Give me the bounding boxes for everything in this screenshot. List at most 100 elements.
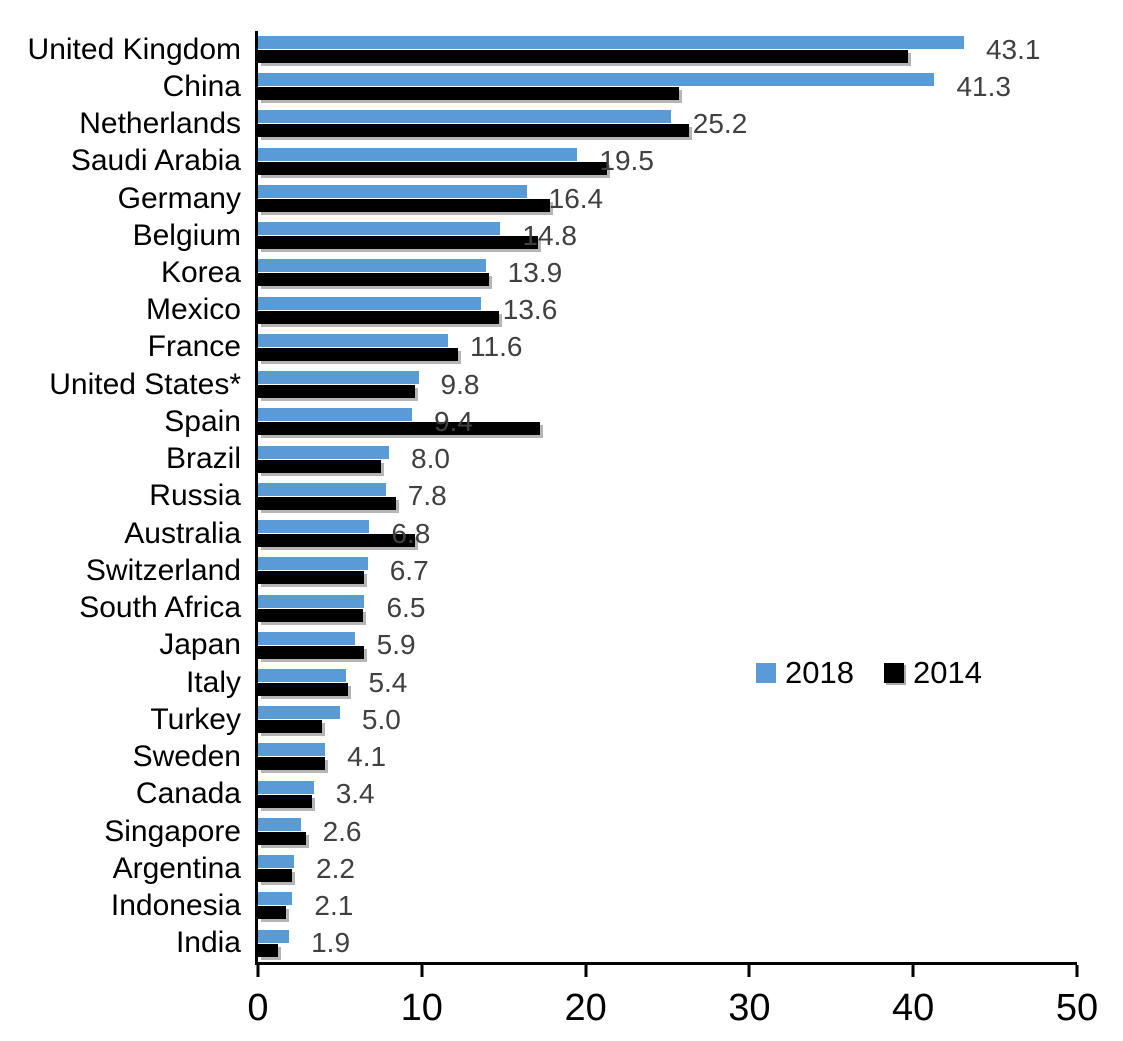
x-axis-tick: [420, 965, 424, 977]
bar-row: Mexico 13.6: [146, 292, 1077, 329]
value-label: 2.1: [314, 890, 354, 921]
value-label: 2.6: [322, 815, 362, 847]
bar-row: France 11.6: [148, 329, 1077, 366]
bar-row: Switzerland 6.7: [86, 552, 1077, 589]
bar-2014: [258, 608, 363, 622]
bar-2014: [258, 682, 349, 696]
legend: 2018 2014: [756, 657, 982, 688]
value-label: 41.3: [956, 70, 1011, 102]
bar-row: United States* 9.8: [49, 366, 1077, 403]
bar-2014: [258, 496, 396, 510]
category-label: Argentina: [112, 851, 241, 885]
category-label: Germany: [117, 181, 241, 215]
value-label: 13.6: [502, 294, 558, 326]
category-label: Japan: [159, 628, 241, 662]
plot-area: United Kingdom 43.1 China 41.3 Netherlands 25…: [28, 31, 1098, 1027]
bar-2014: [258, 87, 679, 101]
bar-2018: [258, 668, 347, 682]
legend-swatch-2014-icon: [883, 662, 904, 683]
value-label: 7.8: [407, 480, 447, 512]
bar-row: China 41.3: [163, 68, 1077, 105]
bar-row: Indonesia 2.1: [111, 887, 1077, 924]
category-label: Switzerland: [85, 553, 241, 587]
bar-row: Belgium 14.8: [133, 217, 1077, 254]
bar-row: Singapore 2.6: [104, 813, 1077, 850]
bar-2018: [258, 482, 386, 496]
bar-2014: [258, 869, 293, 883]
bar-2018: [258, 817, 301, 831]
bar-2014: [258, 236, 539, 250]
category-label: Brazil: [165, 442, 241, 476]
bar-2014: [258, 720, 322, 734]
category-label: Singapore: [104, 814, 241, 848]
category-label: United Kingdom: [27, 32, 241, 66]
x-axis-tick: [911, 965, 915, 977]
value-label: 5.0: [361, 703, 401, 735]
value-label: 16.4: [548, 182, 604, 214]
x-axis-tick-label: 10: [400, 987, 443, 1029]
bar-2014: [258, 50, 909, 63]
bar-2018: [258, 408, 412, 422]
category-label: Turkey: [150, 702, 241, 736]
value-label: 2.2: [316, 852, 355, 884]
bar-2018: [258, 445, 390, 459]
value-label: 3.4: [335, 778, 375, 810]
value-label: 9.4: [433, 405, 473, 437]
bar-2014: [258, 198, 550, 212]
legend-label-2018: 2018: [785, 655, 854, 690]
bar-row: Korea 13.9: [161, 254, 1077, 291]
bar-2018: [258, 110, 671, 124]
x-axis-tick: [747, 965, 751, 977]
bar-2018: [258, 706, 340, 720]
value-label: 14.8: [522, 219, 577, 251]
x-axis-tick: [584, 965, 588, 977]
bar-2018: [258, 73, 935, 87]
bar-row: Australia 6.8: [124, 515, 1077, 552]
bar-2014: [258, 422, 540, 436]
bar-2018: [258, 222, 501, 236]
value-label: 1.9: [311, 927, 351, 959]
bar-row: Sweden 4.1: [133, 738, 1077, 775]
category-label: Spain: [164, 404, 241, 438]
category-label: Canada: [135, 777, 241, 811]
value-label: 9.8: [440, 368, 480, 400]
value-label: 6.8: [391, 517, 431, 549]
value-label: 19.5: [599, 145, 654, 177]
value-label: 5.9: [376, 629, 416, 661]
bar-2018: [258, 855, 295, 869]
bar-row: Saudi Arabia 19.5: [71, 143, 1077, 180]
bar-row: United Kingdom 43.1: [28, 31, 1077, 68]
x-axis-tick: [1075, 965, 1079, 977]
category-label: Mexico: [145, 293, 241, 327]
bar-2018: [258, 371, 419, 385]
bar-row: Spain 9.4: [164, 403, 1077, 440]
bar-2018: [258, 929, 290, 943]
bar-row: Netherlands 25.2: [79, 105, 1077, 142]
bar-row: Russia 7.8: [149, 478, 1077, 515]
bar-row: Brazil 8.0: [166, 441, 1077, 478]
category-label: Italy: [185, 665, 241, 699]
x-axis-tick-label: 30: [728, 987, 771, 1029]
value-label: 13.9: [507, 257, 563, 289]
x-axis-tick: [256, 965, 260, 977]
bar-2014: [258, 385, 416, 399]
value-label: 25.2: [692, 108, 748, 140]
bar-row: Germany 16.4: [118, 180, 1077, 217]
bar-2014: [258, 310, 499, 324]
category-label: France: [147, 330, 241, 364]
bar-2014: [258, 161, 607, 175]
bar-2018: [258, 631, 355, 645]
bar-2014: [258, 273, 489, 287]
x-axis-tick-label: 50: [1055, 987, 1099, 1029]
legend-item-2018: 2018: [756, 657, 854, 688]
x-axis-tick-label: 0: [247, 987, 269, 1029]
x-axis-tick-label: 40: [892, 987, 935, 1029]
legend-item-2014: 2014: [883, 657, 982, 688]
bar-2018: [258, 259, 486, 273]
bar-2018: [258, 296, 481, 310]
bar-row: Japan 5.9: [159, 627, 1077, 664]
bar-row: Argentina 2.2: [113, 850, 1077, 887]
bar-2018: [258, 780, 314, 794]
value-label: 4.1: [347, 741, 387, 773]
